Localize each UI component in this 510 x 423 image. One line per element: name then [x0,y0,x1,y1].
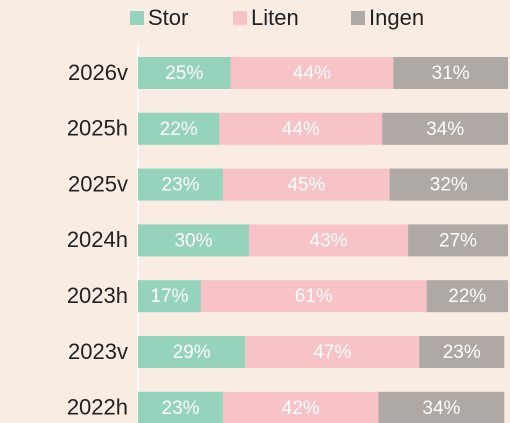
data-label: 23% [162,175,200,196]
data-label: 31% [432,63,470,84]
legend-label: Liten [251,5,299,30]
bar-segment [389,168,508,201]
y-tick-label: 2025v [68,171,128,196]
bar-segment [138,224,249,257]
legend-swatch [130,11,144,25]
bar-segment [138,168,224,201]
data-label: 22% [160,119,198,140]
bar-segment [419,336,505,368]
data-label: 29% [173,342,211,363]
legend-swatch [233,11,247,25]
bar-segment [200,280,427,313]
bar-segment [223,168,390,201]
data-label: 47% [313,342,351,363]
data-label: 32% [430,175,468,196]
y-tick-label: 2022h [67,395,128,420]
bar-segment [138,280,201,313]
legend-label: Ingen [369,5,424,30]
data-label: 45% [287,175,325,196]
data-label: 23% [162,398,200,419]
bar-segment [138,391,224,423]
legend-label: Stor [148,5,188,30]
data-label: 43% [310,230,348,251]
bar-segment [230,57,394,89]
y-tick-label: 2026v [68,60,128,85]
bar-segment [393,57,508,89]
bar-segment [378,391,505,423]
data-label: 25% [165,63,203,84]
data-label: 17% [150,286,188,307]
data-label: 22% [448,286,486,307]
data-label: 23% [443,342,481,363]
y-tick-label: 2023v [68,339,128,364]
data-label: 34% [422,398,460,419]
bar-segment [138,57,231,89]
bar-segment [245,336,420,368]
y-tick-label: 2023h [67,283,128,308]
bar-segment [138,112,220,145]
data-label: 30% [174,230,212,251]
data-label: 42% [282,398,320,419]
data-label: 61% [295,286,333,307]
data-label: 44% [293,63,331,84]
y-tick-label: 2025h [67,116,128,141]
bar-segment [426,280,508,313]
legend-swatch [351,11,365,25]
bar-segment [408,224,508,257]
bar-segment [223,391,379,423]
bar-segment [138,336,246,368]
y-tick-label: 2024h [67,227,128,252]
bar-segment [249,224,409,257]
data-label: 44% [282,119,320,140]
data-label: 27% [439,230,477,251]
bar-segment [382,112,508,145]
data-label: 34% [426,119,464,140]
bar-segment [219,112,383,145]
